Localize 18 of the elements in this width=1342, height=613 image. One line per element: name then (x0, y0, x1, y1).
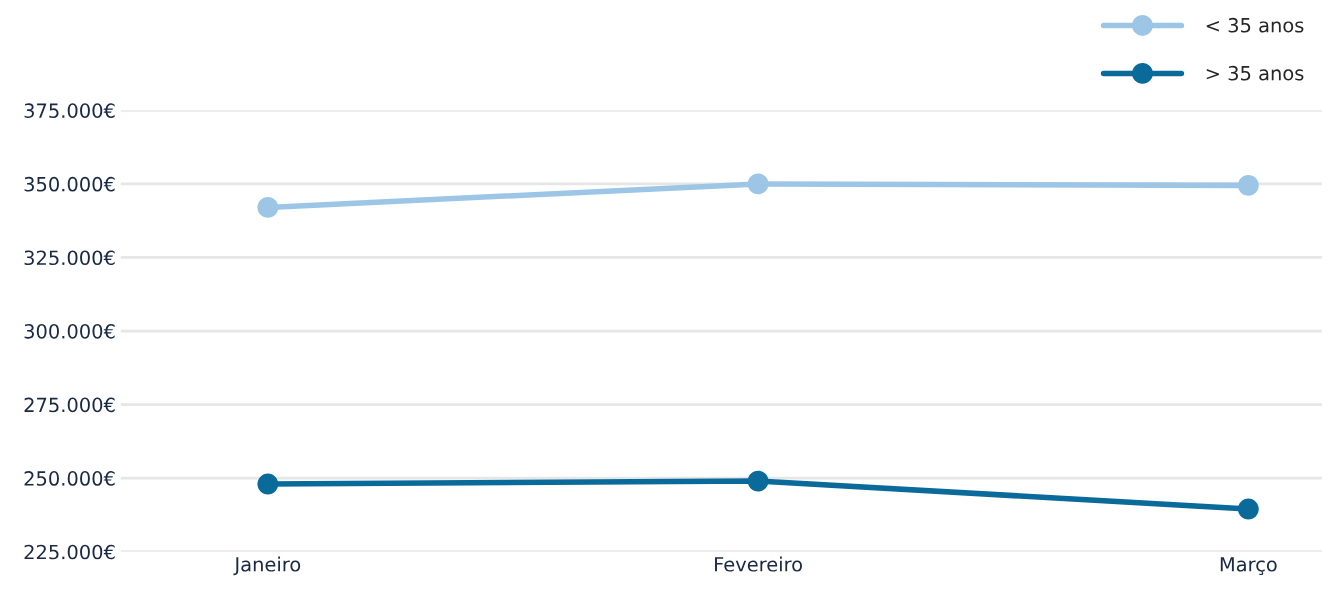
legend-label: > 35 anos (1206, 65, 1304, 81)
y-tick-label: 225.000€ (24, 544, 115, 560)
point (1237, 498, 1259, 520)
x-tick-label: Janeiro (233, 556, 301, 576)
legend-label: < 35 anos (1206, 17, 1304, 33)
x-tick-label: Março (1220, 557, 1277, 576)
y-tick-label: 275.000€ (24, 397, 115, 413)
x-tick-label: Fevereiro (715, 556, 802, 572)
y-tick-label: 325.000€ (24, 250, 115, 266)
point (257, 197, 279, 218)
point (257, 473, 279, 495)
y-tick-label: 250.000€ (24, 471, 115, 486)
point (1237, 174, 1259, 196)
y-tick-label: 350.000€ (24, 176, 115, 192)
point (747, 173, 769, 195)
y-tick-label: 300.000€ (24, 323, 115, 339)
point (747, 470, 769, 492)
y-tick-label: 375.000€ (24, 103, 115, 118)
